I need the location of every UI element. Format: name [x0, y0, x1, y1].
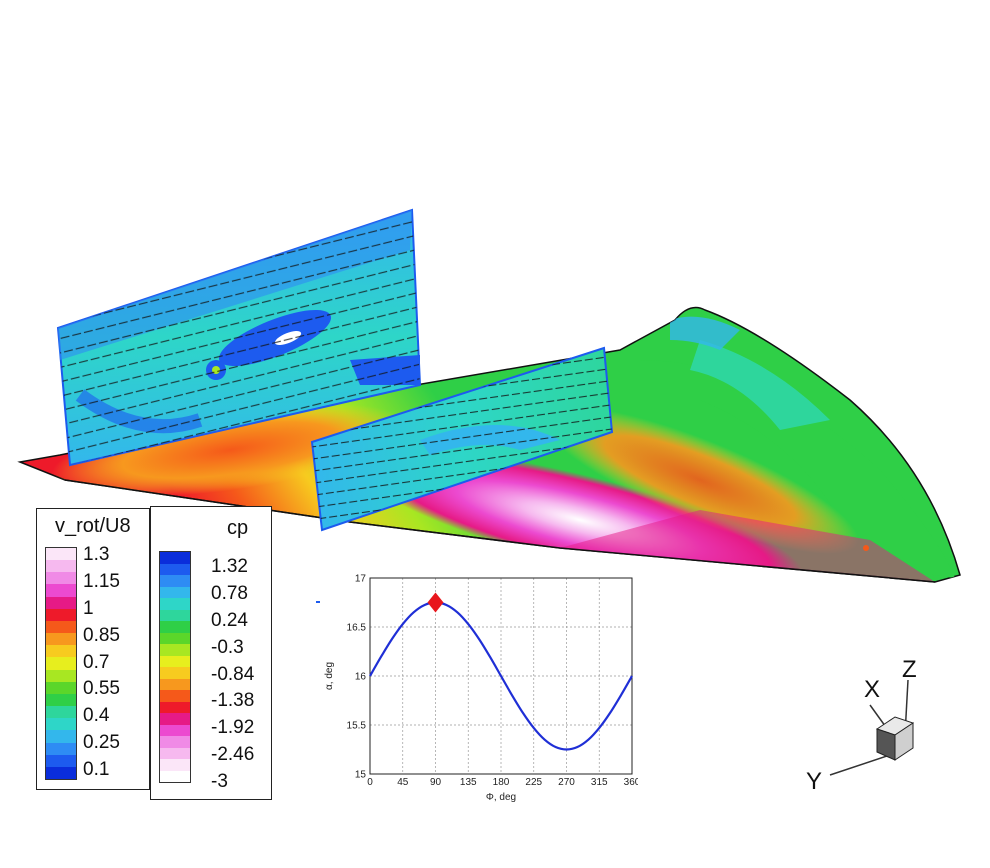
legend-vrot-swatch: [46, 633, 76, 646]
legend-vrot-swatch: [46, 706, 76, 719]
legend-cp-label: -1.92: [211, 717, 255, 739]
legend-cp-swatch: [160, 747, 190, 759]
x-tick-label: 360: [624, 777, 638, 788]
x-tick-label: 225: [525, 777, 542, 788]
axis-label-z: Z: [902, 656, 917, 683]
legend-cp-swatch: [160, 678, 190, 690]
x-tick-label: 135: [460, 777, 477, 788]
legend-cp-swatch: [160, 713, 190, 725]
legend-vrot-label: 0.4: [83, 705, 110, 727]
legend-vrot: v_rot/U8 1.3 1.15 1 0.85 0.7 0.55 0.4 0.25 0.1: [36, 508, 150, 790]
x-tick-label: 315: [591, 777, 608, 788]
axes-triad: [829, 679, 915, 776]
legend-cp-swatch: [160, 667, 190, 679]
legend-cp-swatch: [160, 655, 190, 667]
legend-cp-swatch: [160, 690, 190, 702]
legend-vrot-swatch: [46, 548, 76, 561]
legend-cp-swatch: [160, 552, 190, 564]
y-tick-label: 16: [355, 672, 367, 683]
legend-cp-label: 1.32: [211, 556, 248, 577]
legend-vrot-swatch: [46, 560, 76, 573]
legend-cp-swatch: [160, 609, 190, 621]
legend-vrot-swatch: [46, 608, 76, 621]
legend-cp-swatch: [160, 563, 190, 575]
legend-vrot-swatch: [46, 754, 76, 767]
legend-cp-title: cp: [227, 517, 249, 539]
x-axis-label: Φ, deg: [486, 792, 516, 803]
legend-vrot-label: 1: [83, 597, 94, 619]
legend-cp-colorbar: [159, 551, 191, 783]
legend-vrot-swatch: [46, 596, 76, 609]
legend-cp-swatch: [160, 586, 190, 598]
legend-vrot-swatch: [46, 742, 76, 755]
legend-cp-label: 0.24: [211, 609, 248, 631]
y-tick-label: 15: [355, 770, 367, 781]
legend-cp-swatch: [160, 575, 190, 587]
legend-vrot-swatch: [46, 766, 76, 779]
legend-cp-swatch: [160, 632, 190, 644]
y-axis-label: α, deg: [324, 662, 335, 690]
series-line-alpha: [369, 601, 633, 751]
legend-vrot-swatch: [46, 669, 76, 682]
legend-cp-label: -1.38: [211, 690, 255, 712]
legend-cp-swatch: [160, 621, 190, 633]
legend-cp-swatch: [160, 598, 190, 610]
legend-cp-swatch: [160, 770, 190, 782]
legend-cp-swatch: [160, 644, 190, 656]
legend-cp-swatch: [160, 724, 190, 736]
legend-vrot-swatch: [46, 681, 76, 694]
legend-cp-label: -0.3: [211, 636, 244, 658]
legend-vrot-swatch: [46, 718, 76, 731]
legend-cp-label: -0.84: [211, 663, 255, 685]
legend-vrot-label: 0.7: [83, 651, 110, 673]
x-tick-label: 180: [493, 777, 510, 788]
legend-vrot-swatch: [46, 693, 76, 707]
legend-vrot-swatch: [46, 657, 76, 670]
y-tick-label: 16.5: [347, 623, 367, 634]
legend-vrot-label: 0.85: [83, 624, 120, 646]
y-tick-label: 15.5: [347, 721, 367, 732]
legend-cp-labels: 1.32 0.78 0.24 -0.3 -0.84 -1.38 -1.92 -2.46 -3: [211, 557, 254, 791]
x-tick-label: 90: [430, 777, 442, 788]
legend-vrot-swatch: [46, 572, 76, 585]
legend-vrot-swatch: [46, 620, 76, 634]
legend-cp-swatch: [160, 736, 190, 748]
chart-ticks: 0 45 90 135 180 225 270 315 360 15 15.5 16 16.5 17: [347, 574, 641, 789]
legend-vrot-swatch: [46, 730, 76, 743]
legend-vrot-label: 0.25: [83, 732, 120, 754]
legend-vrot-label: 0.1: [83, 759, 110, 780]
current-phase-marker: [427, 592, 444, 613]
legend-cp-swatch: [160, 759, 190, 771]
legend-vrot-swatch: [46, 645, 76, 658]
legend-vrot-label: 0.55: [83, 678, 120, 700]
x-tick-label: 270: [558, 777, 575, 788]
legend-vrot-title: v_rot/U8: [55, 515, 131, 537]
x-tick-label: 0: [367, 777, 373, 788]
legend-cp-label: -2.46: [211, 744, 255, 766]
legend-cp: cp 1.32 0.78 0.24 -0.3 -0.84 -1.38 -1.92 -2.46 -…: [150, 506, 272, 800]
axis-label-x: X: [864, 676, 881, 703]
axis-label-y: Y: [806, 768, 823, 795]
x-tick-label: 45: [397, 777, 409, 788]
legend-cp-label: -3: [211, 771, 228, 792]
legend-vrot-labels: 1.3 1.15 1 0.85 0.7 0.55 0.4 0.25 0.1: [83, 545, 120, 779]
cut-plane-rear: [310, 346, 614, 532]
legend-vrot-label: 1.15: [83, 570, 120, 592]
legend-vrot-colorbar: [45, 547, 77, 780]
legend-vrot-swatch: [46, 584, 76, 597]
y-tick-label: 17: [355, 574, 367, 585]
cut-plane-front: [56, 208, 422, 467]
legend-vrot-label: 1.3: [83, 544, 110, 565]
legend-cp-swatch: [160, 701, 190, 713]
legend-cp-label: 0.78: [211, 582, 248, 604]
alpha-phi-chart: 0 45 90 135 180 225 270 315 360 15 15.5 16 16.5 17 Φ,…: [318, 568, 641, 808]
